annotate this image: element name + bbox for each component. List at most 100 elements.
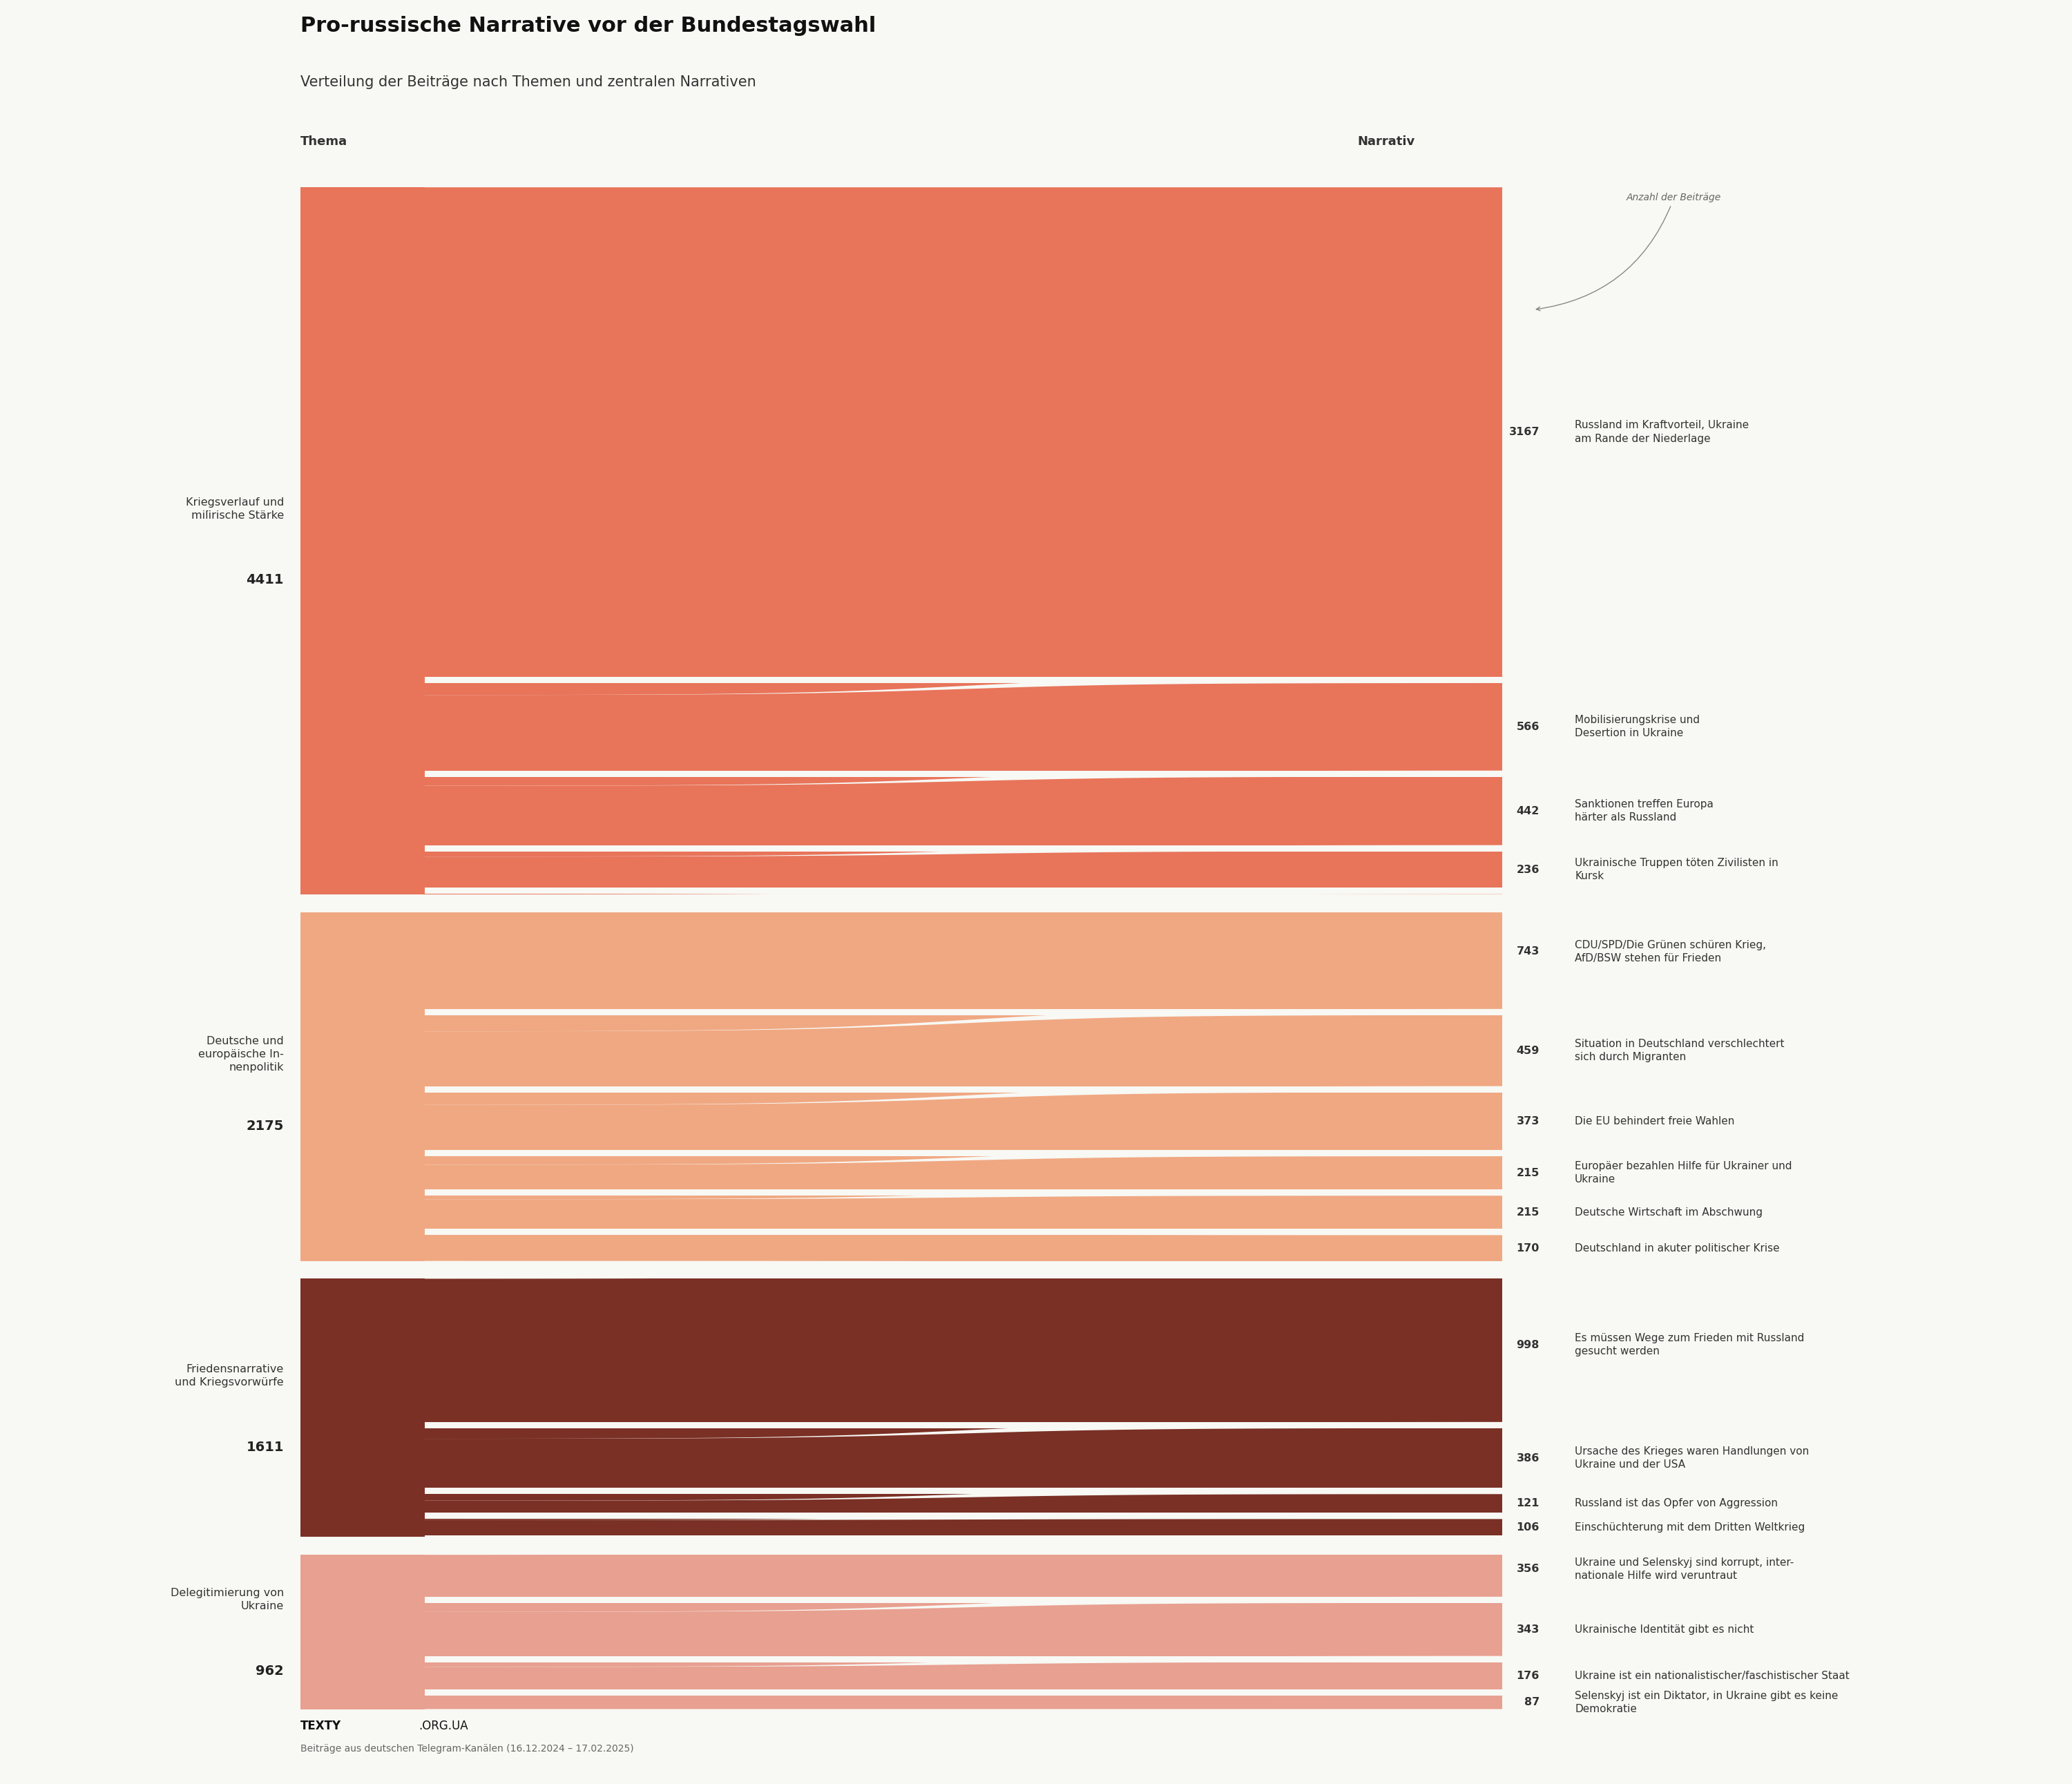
Text: Anzahl der Beiträge: Anzahl der Beiträge: [1535, 193, 1722, 310]
Text: Friedensnarrative
und Kriegsvorwürfe: Friedensnarrative und Kriegsvorwürfe: [174, 1365, 284, 1388]
Bar: [300, 187, 425, 894]
Bar: [425, 888, 1502, 894]
Text: Thema: Thema: [300, 136, 348, 148]
Text: Situation in Deutschland verschlechtert
sich durch Migranten: Situation in Deutschland verschlechtert …: [1575, 1038, 1784, 1063]
Text: CDU/SPD/Die Grünen schüren Krieg,
AfD/BSW stehen für Frieden: CDU/SPD/Die Grünen schüren Krieg, AfD/BS…: [1575, 940, 1765, 963]
Polygon shape: [425, 1493, 1502, 1520]
Text: Es müssen Wege zum Frieden mit Russland
gesucht werden: Es müssen Wege zum Frieden mit Russland …: [1575, 1333, 1805, 1356]
Text: Selenskyj ist ein Diktator, in Ukraine gibt es keine
Demokratie: Selenskyj ist ein Diktator, in Ukraine g…: [1575, 1691, 1838, 1714]
Bar: [425, 1422, 1502, 1429]
Polygon shape: [425, 776, 1502, 856]
Bar: [425, 771, 1502, 776]
Bar: [300, 1538, 1502, 1556]
Polygon shape: [425, 1235, 1502, 1261]
Polygon shape: [425, 187, 1502, 696]
Text: 170: 170: [1517, 1243, 1539, 1254]
Polygon shape: [425, 894, 1502, 1031]
Text: Russland ist das Opfer von Aggression: Russland ist das Opfer von Aggression: [1575, 1499, 1778, 1509]
Text: 442: 442: [1517, 806, 1539, 815]
Text: 566: 566: [1517, 721, 1539, 731]
Bar: [425, 1536, 1502, 1541]
Polygon shape: [425, 1156, 1502, 1199]
Bar: [300, 1556, 425, 1709]
Bar: [300, 1261, 425, 1279]
Text: 459: 459: [1517, 1045, 1539, 1056]
Bar: [300, 1261, 1502, 1279]
Text: 3167: 3167: [1508, 426, 1539, 437]
Text: Deutschland in akuter politischer Krise: Deutschland in akuter politischer Krise: [1575, 1243, 1780, 1254]
Bar: [300, 1279, 425, 1538]
Text: Deutsche und
europäische In-
nenpolitik: Deutsche und europäische In- nenpolitik: [199, 1037, 284, 1072]
Bar: [425, 1261, 1502, 1268]
Text: 4411: 4411: [247, 574, 284, 587]
Bar: [425, 1010, 1502, 1015]
Text: Beiträge aus deutschen Telegram-Kanälen (16.12.2024 – 17.02.2025): Beiträge aus deutschen Telegram-Kanälen …: [300, 1745, 634, 1754]
Text: 2175: 2175: [247, 1119, 284, 1133]
Bar: [425, 676, 1502, 683]
Text: Die EU behindert freie Wahlen: Die EU behindert freie Wahlen: [1575, 1117, 1734, 1126]
Text: Ukrainische Truppen töten Zivilisten in
Kursk: Ukrainische Truppen töten Zivilisten in …: [1575, 858, 1778, 881]
Polygon shape: [425, 683, 1502, 785]
Text: Ukraine und Selenskyj sind korrupt, inter-
nationale Hilfe wird veruntraut: Ukraine und Selenskyj sind korrupt, inte…: [1575, 1557, 1794, 1581]
Text: Kriegsverlauf und
milïrische Stärke: Kriegsverlauf und milïrische Stärke: [186, 498, 284, 521]
Bar: [300, 912, 425, 1261]
Text: Narrativ: Narrativ: [1357, 136, 1415, 148]
Bar: [300, 1538, 425, 1556]
Polygon shape: [425, 851, 1502, 894]
Text: Europäer bezahlen Hilfe für Ukrainer und
Ukraine: Europäer bezahlen Hilfe für Ukrainer und…: [1575, 1161, 1792, 1185]
Text: 236: 236: [1517, 865, 1539, 874]
Text: Deutsche Wirtschaft im Abschwung: Deutsche Wirtschaft im Abschwung: [1575, 1208, 1763, 1217]
Text: 176: 176: [1517, 1670, 1539, 1681]
Bar: [425, 846, 1502, 851]
Text: 386: 386: [1517, 1452, 1539, 1463]
Bar: [425, 1229, 1502, 1235]
Text: 87: 87: [1525, 1697, 1539, 1707]
Text: TEXTY: TEXTY: [300, 1720, 342, 1732]
Text: 121: 121: [1517, 1499, 1539, 1509]
Polygon shape: [425, 1195, 1502, 1235]
Text: Mobilisierungskrise und
Desertion in Ukraine: Mobilisierungskrise und Desertion in Ukr…: [1575, 715, 1699, 739]
Bar: [425, 1656, 1502, 1663]
Text: .ORG.UA: .ORG.UA: [419, 1720, 468, 1732]
Bar: [300, 1279, 425, 1538]
Bar: [425, 1488, 1502, 1493]
Polygon shape: [425, 1429, 1502, 1500]
Polygon shape: [425, 1604, 1502, 1666]
Bar: [425, 1513, 1502, 1518]
Polygon shape: [425, 1695, 1502, 1709]
Text: Ukraine ist ein nationalistischer/faschistischer Staat: Ukraine ist ein nationalistischer/faschi…: [1575, 1670, 1850, 1681]
Text: 373: 373: [1517, 1117, 1539, 1126]
Bar: [300, 912, 425, 1261]
Bar: [300, 894, 425, 912]
Text: 962: 962: [255, 1664, 284, 1677]
Text: Ursache des Krieges waren Handlungen von
Ukraine und der USA: Ursache des Krieges waren Handlungen von…: [1575, 1447, 1809, 1470]
Bar: [425, 1086, 1502, 1092]
Text: Sanktionen treffen Europa
härter als Russland: Sanktionen treffen Europa härter als Rus…: [1575, 799, 1714, 822]
Text: 215: 215: [1517, 1208, 1539, 1217]
Polygon shape: [425, 1518, 1502, 1538]
Bar: [300, 1556, 425, 1709]
Bar: [300, 187, 425, 894]
Text: 106: 106: [1517, 1522, 1539, 1532]
Text: Einschüchterung mit dem Dritten Weltkrieg: Einschüchterung mit dem Dritten Weltkrie…: [1575, 1522, 1805, 1532]
Text: Russland im Kraftvorteil, Ukraine
am Rande der Niederlage: Russland im Kraftvorteil, Ukraine am Ran…: [1575, 421, 1749, 444]
Polygon shape: [425, 1541, 1502, 1613]
Text: 998: 998: [1517, 1340, 1539, 1350]
Text: 743: 743: [1517, 946, 1539, 956]
Bar: [425, 1689, 1502, 1695]
Text: 356: 356: [1517, 1565, 1539, 1573]
Text: 215: 215: [1517, 1169, 1539, 1177]
Text: 343: 343: [1517, 1623, 1539, 1634]
Text: Ukrainische Identität gibt es nicht: Ukrainische Identität gibt es nicht: [1575, 1623, 1753, 1634]
Polygon shape: [425, 1092, 1502, 1165]
Bar: [425, 1190, 1502, 1195]
Bar: [300, 894, 1502, 912]
Text: Delegitimierung von
Ukraine: Delegitimierung von Ukraine: [170, 1588, 284, 1611]
Text: Pro-russische Narrative vor der Bundestagswahl: Pro-russische Narrative vor der Bundesta…: [300, 16, 876, 36]
Text: Verteilung der Beiträge nach Themen und zentralen Narrativen: Verteilung der Beiträge nach Themen und …: [300, 75, 756, 89]
Polygon shape: [425, 1015, 1502, 1104]
Polygon shape: [425, 1663, 1502, 1695]
Polygon shape: [425, 1268, 1502, 1438]
Bar: [425, 1597, 1502, 1602]
Text: 1611: 1611: [247, 1440, 284, 1454]
